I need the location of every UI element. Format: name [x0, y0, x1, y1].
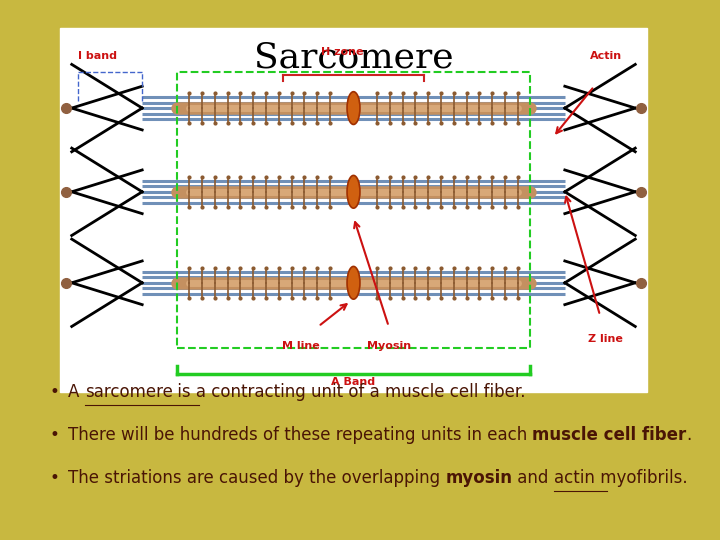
Text: •: •	[50, 383, 60, 401]
Text: H zone: H zone	[320, 47, 363, 57]
Ellipse shape	[347, 176, 360, 208]
Text: .: .	[687, 426, 692, 444]
Bar	[60, 28, 647, 392]
Text: I band: I band	[78, 51, 117, 61]
Text: Actin: Actin	[590, 51, 622, 61]
Text: A Band: A Band	[331, 377, 376, 387]
Text: sarcomere: sarcomere	[85, 383, 173, 401]
Text: Z line: Z line	[588, 334, 624, 344]
Text: The striations are caused by the overlapping: The striations are caused by the overlap…	[68, 469, 446, 487]
Text: M line: M line	[282, 341, 320, 351]
Text: and: and	[513, 469, 554, 487]
Text: There will be hundreds of these repeating units in each: There will be hundreds of these repeatin…	[68, 426, 533, 444]
Text: •: •	[50, 426, 60, 444]
Text: is a contracting unit of a muscle cell fiber.: is a contracting unit of a muscle cell f…	[173, 383, 526, 401]
Text: myofibrils.: myofibrils.	[595, 469, 688, 487]
Text: myosin: myosin	[446, 469, 513, 487]
Text: Sarcomere: Sarcomere	[253, 40, 454, 74]
Text: A: A	[68, 383, 85, 401]
Text: •: •	[50, 469, 60, 487]
Text: Myosin: Myosin	[366, 341, 411, 351]
Bar	[177, 72, 530, 348]
Text: muscle cell fiber: muscle cell fiber	[533, 426, 687, 444]
Ellipse shape	[347, 266, 360, 299]
Text: actin: actin	[554, 469, 595, 487]
Ellipse shape	[347, 92, 360, 124]
